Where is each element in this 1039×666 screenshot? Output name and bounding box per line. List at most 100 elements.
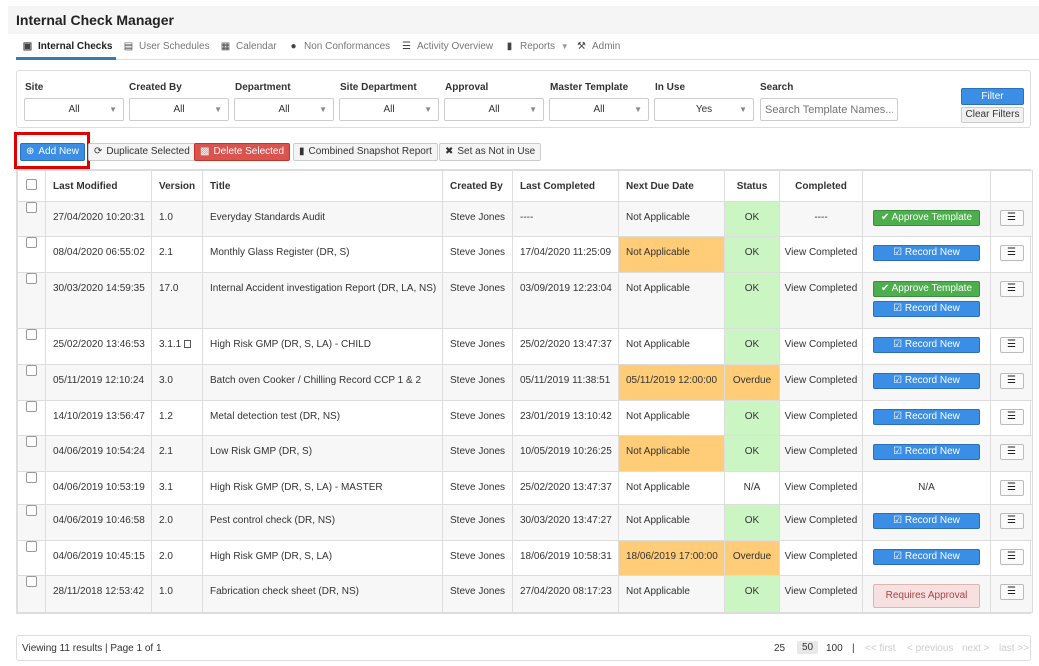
row-checkbox[interactable] [26,401,37,412]
cell-completed[interactable]: View Completed [779,575,863,613]
last-page-link[interactable]: last >> [999,643,1030,654]
approve-template-button[interactable]: ✔ Approve Template [873,281,980,297]
nav-calendar[interactable]: ▦ Calendar [220,41,277,52]
search-input[interactable] [760,98,898,121]
record-new-button[interactable]: ☑ Record New [873,245,980,261]
nav-non-conformances[interactable]: ● Non Conformances [288,41,390,52]
filter-master-template-select[interactable]: All ▼ [549,98,649,121]
filter-button[interactable]: Filter [961,88,1024,105]
nav-internal-checks[interactable]: ▣ Internal Checks [22,41,113,52]
cell-last-completed: 25/02/2020 13:47:37 [512,471,619,505]
first-page-link[interactable]: << first [865,643,896,654]
nav-user-schedules[interactable]: ▤ User Schedules [123,41,210,52]
row-checkbox[interactable] [26,202,37,213]
row-menu-button[interactable]: ☰ [999,337,1024,353]
cell-version: 2.0 [151,504,203,541]
row-menu-button[interactable]: ☰ [999,444,1024,460]
cell-title: Metal detection test (DR, NS) [202,400,443,436]
record-new-button[interactable]: ☑ Record New [873,444,980,460]
filter-search-label: Search [760,82,794,93]
cell-actions: Requires Approval [862,575,991,613]
record-new-button[interactable]: ☑ Record New [873,513,980,529]
cell-completed[interactable]: View Completed [779,540,863,576]
table-row: 14/10/2019 13:56:47 1.2 Metal detection te… [17,400,1033,436]
col-next-due[interactable]: Next Due Date [618,170,725,202]
cell-completed[interactable]: View Completed [779,272,863,329]
approve-template-button[interactable]: ✔ Approve Template [873,210,980,226]
select-all-checkbox[interactable] [26,179,37,190]
row-menu-button[interactable]: ☰ [999,549,1024,565]
col-version[interactable]: Version [151,170,203,202]
next-page-link[interactable]: next > [962,643,990,654]
filter-created-by-select[interactable]: All ▼ [129,98,229,121]
record-new-button[interactable]: ☑ Record New [873,373,980,389]
row-menu-button[interactable]: ☰ [999,409,1024,425]
row-checkbox[interactable] [26,505,37,516]
cell-completed[interactable]: View Completed [779,328,863,365]
cell-completed[interactable]: View Completed [779,236,863,273]
cell-completed[interactable]: View Completed [779,504,863,541]
page-size-100[interactable]: 100 [826,643,843,654]
requires-approval-button[interactable]: Requires Approval [873,584,980,608]
filter-department-select[interactable]: All ▼ [234,98,334,121]
row-menu-button[interactable]: ☰ [999,245,1024,261]
record-new-button[interactable]: ☑ Record New [873,409,980,425]
row-menu-button[interactable]: ☰ [999,373,1024,389]
copy-icon[interactable] [184,340,192,349]
cell-title: High Risk GMP (DR, S, LA) - CHILD [202,328,443,365]
edit-icon: ☑ [893,339,905,350]
col-status[interactable]: Status [724,170,780,202]
filter-site-select[interactable]: All ▼ [24,98,124,121]
row-checkbox[interactable] [26,576,37,587]
add-new-button[interactable]: ⊕ Add New [20,143,85,161]
col-created-by[interactable]: Created By [442,170,513,202]
nav-admin[interactable]: ⚒ Admin [577,41,621,52]
col-title[interactable]: Title [202,170,443,202]
row-menu-button[interactable]: ☰ [999,584,1024,600]
page-size-25[interactable]: 25 [774,643,786,654]
cell-menu: ☰ [990,328,1033,365]
cell-version: 2.1 [151,435,203,472]
cell-last-completed: 25/02/2020 13:47:37 [512,328,619,365]
row-menu-button[interactable]: ☰ [999,480,1024,496]
filter-site-department-select[interactable]: All ▼ [339,98,439,121]
record-new-button[interactable]: ☑ Record New [873,337,980,353]
record-new-button[interactable]: ☑ Record New [873,301,980,317]
filter-approval-select[interactable]: All ▼ [444,98,544,121]
combined-snapshot-report-button[interactable]: ▮ Combined Snapshot Report [293,143,438,161]
col-completed[interactable]: Completed [779,170,863,202]
row-menu-button[interactable]: ☰ [999,513,1024,529]
cell-title: High Risk GMP (DR, S, LA) - MASTER [202,471,443,505]
cell-created-by: Steve Jones [442,201,513,237]
row-checkbox[interactable] [26,237,37,248]
edit-icon: ☑ [893,247,905,258]
col-last-modified[interactable]: Last Modified [45,170,152,202]
row-checkbox[interactable] [26,273,37,284]
set-not-in-use-button[interactable]: ✖ Set as Not in Use [439,143,542,161]
page-size-50[interactable]: 50 [797,641,819,654]
cell-last-modified: 04/06/2019 10:54:24 [45,435,152,472]
filter-in-use-label: In Use [655,82,686,93]
row-menu-button[interactable]: ☰ [999,210,1024,226]
cell-completed[interactable]: View Completed [779,400,863,436]
row-checkbox[interactable] [26,436,37,447]
cell-completed[interactable]: View Completed [779,435,863,472]
row-checkbox[interactable] [26,365,37,376]
row-checkbox[interactable] [26,541,37,552]
filter-in-use-select[interactable]: Yes ▼ [654,98,754,121]
record-new-button[interactable]: ☑ Record New [873,549,980,565]
filter-approval-label: Approval [445,82,489,93]
cell-completed[interactable]: View Completed [779,471,863,505]
previous-page-link[interactable]: < previous [907,643,954,654]
cell-completed[interactable]: View Completed [779,364,863,401]
col-last-completed[interactable]: Last Completed [512,170,619,202]
nav-activity-overview[interactable]: ☰ Activity Overview [402,41,494,52]
duplicate-selected-button[interactable]: ⟳ Duplicate Selected [88,143,196,161]
table-row: 08/04/2020 06:55:02 2.1 Monthly Glass Regi… [17,236,1033,273]
clear-filters-button[interactable]: Clear Filters [961,107,1024,123]
row-checkbox[interactable] [26,329,37,340]
row-menu-button[interactable]: ☰ [999,281,1024,297]
delete-selected-button[interactable]: ▩ Delete Selected [194,143,291,161]
nav-reports[interactable]: ▮ Reports ▼ [504,41,569,52]
row-checkbox[interactable] [26,472,37,483]
